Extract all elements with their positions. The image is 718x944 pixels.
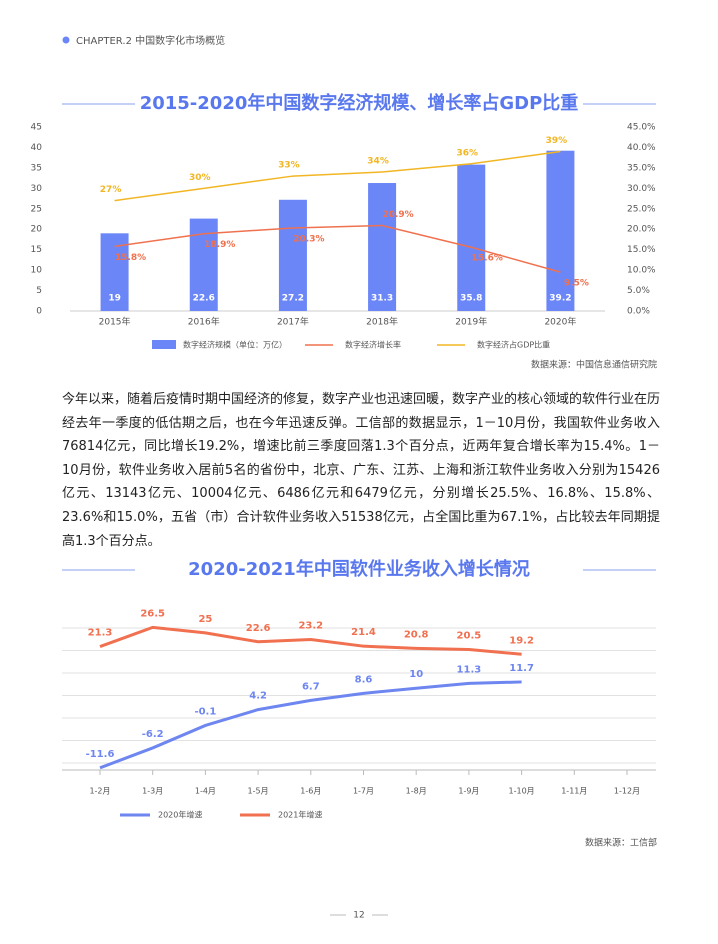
- y-tick-label: 45: [31, 123, 42, 133]
- x-tick-label: 1-11月: [561, 787, 587, 796]
- chart-title: 2020-2021年中国软件业务收入增长情况: [188, 558, 530, 580]
- y2-tick-label: 15.0%: [627, 245, 656, 255]
- chart-title: 2015-2020年中国数字经济规模、增长率占GDP比重: [140, 92, 579, 114]
- bar-label: 39.2: [549, 294, 571, 304]
- line: [99, 625, 522, 656]
- data-label: 23.2: [298, 621, 323, 632]
- data-label: 20.5: [457, 630, 482, 641]
- y-tick-label: 15: [31, 245, 42, 255]
- data-label: 21.3: [88, 628, 113, 639]
- y-tick-label: 0: [36, 307, 42, 317]
- y2-tick-label: 30.0%: [627, 184, 656, 194]
- data-label: 20.8: [404, 629, 429, 640]
- line: [114, 224, 561, 273]
- y2-tick-label: 20.0%: [627, 225, 656, 235]
- data-label: 20.9%: [382, 210, 413, 220]
- x-tick-label: 1-8月: [406, 787, 427, 796]
- x-tick-label: 1-6月: [300, 787, 321, 796]
- source: 数据来源：工信部: [585, 837, 657, 849]
- x-tick-label: 2019年: [455, 316, 487, 328]
- x-tick-label: 1-9月: [458, 787, 479, 796]
- header-dot: [62, 36, 70, 44]
- y-tick-label: 5: [36, 286, 42, 296]
- x-tick-label: 2015年: [99, 316, 131, 328]
- x-tick-label: 2017年: [277, 316, 309, 328]
- data-label: 11.3: [457, 664, 482, 675]
- data-label: -11.6: [86, 749, 115, 760]
- page-number: 12: [353, 911, 364, 921]
- bar-label: 35.8: [460, 294, 482, 304]
- data-label: 19.2: [509, 635, 534, 646]
- legend-swatch: [152, 340, 176, 349]
- data-label: 39%: [546, 136, 568, 146]
- data-label: 21.4: [351, 627, 376, 638]
- data-label: -0.1: [194, 706, 216, 717]
- y2-tick-label: 10.0%: [627, 266, 656, 276]
- x-tick-label: 1-3月: [142, 787, 163, 796]
- header: CHAPTER.2 中国数字化市场概览: [76, 34, 225, 47]
- y-tick-label: 20: [31, 225, 43, 235]
- y2-tick-label: 35.0%: [627, 163, 656, 173]
- data-label: 18.9%: [204, 240, 235, 250]
- data-label: 30%: [189, 173, 211, 183]
- data-label: 26.5: [140, 608, 165, 619]
- x-tick-label: 2016年: [188, 316, 220, 328]
- data-label: 34%: [367, 156, 389, 166]
- data-label: -6.2: [142, 729, 164, 740]
- paragraph: 今年以来，随着后疫情时期中国经济的修复，数字产业也迅速回暖，数字产业的核心领域的…: [62, 392, 661, 549]
- data-label: 33%: [278, 161, 300, 171]
- y2-tick-label: 0.0%: [627, 307, 650, 317]
- x-tick-label: 2018年: [366, 316, 398, 328]
- bar: [278, 199, 307, 311]
- data-label: 25: [198, 614, 212, 625]
- data-label: 11.7: [509, 663, 534, 674]
- legend-label: 2020年增速: [158, 810, 202, 820]
- legend-label: 2021年增速: [278, 810, 322, 820]
- legend-label: 数字经济规模（单位：万亿）: [183, 340, 287, 350]
- y2-tick-label: 40.0%: [627, 143, 656, 153]
- x-tick-label: 1-7月: [353, 787, 374, 796]
- y2-tick-label: 25.0%: [627, 204, 656, 214]
- source: 数据来源：中国信息通信研究院: [531, 359, 657, 371]
- data-label: 10: [409, 669, 423, 680]
- data-label: 36%: [456, 148, 478, 158]
- x-tick-label: 1-5月: [248, 787, 269, 796]
- data-label: 15.8%: [115, 253, 146, 263]
- data-label: 22.6: [246, 623, 271, 634]
- data-label: 4.2: [249, 691, 267, 702]
- y2-tick-label: 45.0%: [627, 123, 656, 133]
- line: [99, 680, 522, 770]
- data-label: 6.7: [302, 681, 320, 692]
- x-tick-label: 2020年: [544, 316, 576, 328]
- bar: [546, 150, 575, 311]
- data-label: 27%: [100, 185, 122, 195]
- bar-label: 19: [108, 294, 121, 304]
- y2-tick-label: 5.0%: [627, 286, 650, 296]
- x-tick-label: 1-2月: [89, 787, 110, 796]
- legend-label: 数字经济增长率: [345, 340, 401, 350]
- data-label: 9.5%: [564, 279, 589, 289]
- bar-label: 31.3: [371, 294, 393, 304]
- bar-label: 27.2: [282, 294, 304, 304]
- y-tick-label: 30: [31, 184, 43, 194]
- x-tick-label: 1-4月: [195, 787, 216, 796]
- y-tick-label: 25: [31, 204, 42, 214]
- y-tick-label: 10: [31, 266, 43, 276]
- line: [114, 150, 561, 202]
- legend-label: 数字经济占GDP比重: [477, 340, 550, 350]
- data-label: 15.6%: [472, 254, 503, 264]
- data-label: 8.6: [355, 674, 373, 685]
- bar: [368, 183, 397, 311]
- bar-label: 22.6: [193, 294, 215, 304]
- y-tick-label: 40: [31, 143, 43, 153]
- data-label: 20.3%: [293, 234, 324, 244]
- x-tick-label: 1-12月: [614, 787, 640, 796]
- bar: [457, 164, 486, 311]
- x-tick-label: 1-10月: [509, 787, 535, 796]
- y-tick-label: 35: [31, 163, 42, 173]
